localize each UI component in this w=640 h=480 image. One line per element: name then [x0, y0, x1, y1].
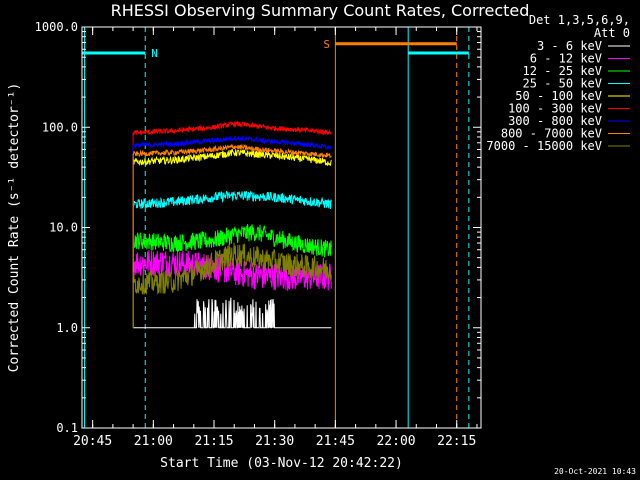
- y-tick-label: 10.0: [49, 221, 78, 235]
- chart-title: RHESSI Observing Summary Count Rates, Co…: [111, 1, 530, 20]
- series-800-7000keV: [132, 143, 332, 328]
- series-line: [133, 297, 332, 329]
- legend-header: Det 1,3,5,6,9,: [529, 13, 630, 27]
- x-tick-label: 21:00: [134, 434, 173, 449]
- legend-label: 6 - 12 keV: [530, 52, 602, 66]
- x-tick-label: 21:15: [194, 434, 233, 449]
- series-line: [132, 190, 332, 210]
- x-axis-label: Start Time (03-Nov-12 20:42:22): [160, 456, 403, 471]
- y-tick-label: 1.0: [56, 321, 78, 335]
- x-tick-label: 22:15: [437, 434, 476, 449]
- legend-label: 300 - 800 keV: [508, 114, 602, 128]
- legend-label: 3 - 6 keV: [537, 39, 602, 53]
- series-line: [132, 223, 332, 258]
- legend-label: 25 - 50 keV: [523, 77, 602, 91]
- series-line: [132, 242, 332, 295]
- series-line: [132, 143, 332, 159]
- x-tick-label: 22:00: [376, 434, 415, 449]
- y-tick-label: 0.1: [56, 421, 78, 435]
- legend-label: 50 - 100 keV: [515, 89, 602, 103]
- y-tick-label: 1000.0: [35, 20, 78, 34]
- flag-label: S: [323, 38, 330, 51]
- plot-frame: [81, 26, 482, 429]
- x-tick-label: 21:30: [255, 434, 294, 449]
- y-axis-label: Corrected Count Rate (s⁻¹ detector⁻¹): [7, 83, 22, 373]
- series-3-6keV: [133, 297, 332, 329]
- x-tick-label: 20:45: [73, 434, 112, 449]
- series-50-100keV: [132, 148, 332, 328]
- legend-label: 800 - 7000 keV: [501, 127, 602, 141]
- x-tick-label: 21:45: [316, 434, 355, 449]
- flag-label: N: [151, 47, 158, 60]
- legend-header: Att 0: [594, 26, 630, 40]
- legend-label: 100 - 300 keV: [508, 102, 602, 116]
- series-7000-15000keV: [132, 242, 332, 328]
- legend-label: 7000 - 15000 keV: [486, 139, 602, 153]
- footer-date: 20-Oct-2021 10:43: [554, 467, 636, 476]
- series-line: [132, 120, 332, 136]
- y-tick-label: 100.0: [42, 120, 78, 134]
- legend-label: 12 - 25 keV: [523, 64, 602, 78]
- series-line: [132, 134, 332, 150]
- series-line: [132, 148, 332, 167]
